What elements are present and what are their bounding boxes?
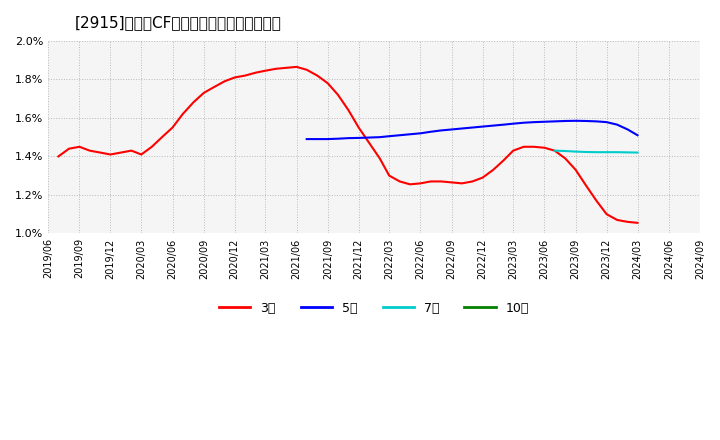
Legend: 3年, 5年, 7年, 10年: 3年, 5年, 7年, 10年 [215, 297, 534, 319]
Text: [2915]　営業CFマージンの標準偏差の推移: [2915] 営業CFマージンの標準偏差の推移 [74, 15, 282, 30]
